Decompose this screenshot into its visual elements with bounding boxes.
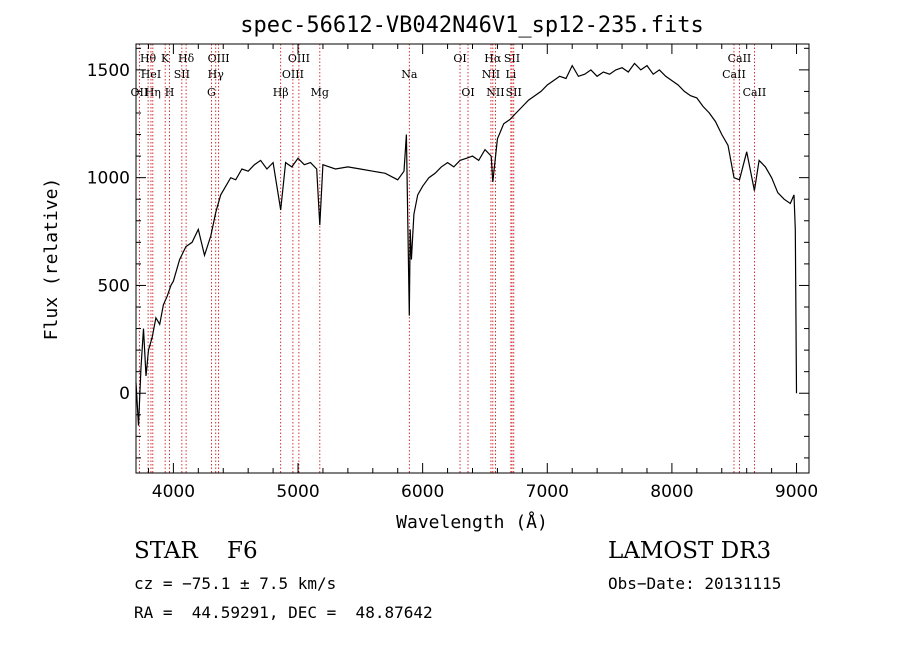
spectrum-line bbox=[135, 62, 798, 426]
y-axis-label: Flux (relative) bbox=[41, 178, 62, 341]
line-label-2: HeI bbox=[141, 68, 161, 81]
line-label-23: SII bbox=[506, 86, 522, 99]
chart-title: spec-56612-VB042N46V1_sp12-235.fits bbox=[240, 13, 704, 38]
line-label-12: OIII bbox=[288, 52, 310, 65]
y-tick-label: 500 bbox=[98, 276, 130, 296]
x-tick-label: 7000 bbox=[526, 482, 569, 502]
line-label-11: Hβ bbox=[273, 86, 289, 99]
x-tick-label: 9000 bbox=[775, 482, 818, 502]
line-label-3: Hη bbox=[145, 86, 161, 99]
x-tick-label: 4000 bbox=[152, 482, 195, 502]
line-label-6: SII bbox=[174, 68, 190, 81]
line-label-4: K bbox=[161, 52, 170, 65]
y-tick-label: 1000 bbox=[87, 169, 130, 189]
line-label-26: CaII bbox=[743, 86, 767, 99]
line-label-8: OIII bbox=[208, 52, 230, 65]
x-tick-label: 8000 bbox=[650, 482, 693, 502]
line-label-9: Hγ bbox=[208, 68, 225, 81]
y-tick-label: 1500 bbox=[87, 61, 130, 81]
line-label-22: Li bbox=[505, 68, 516, 81]
line-label-18: Hα bbox=[484, 52, 502, 65]
line-label-5: H bbox=[165, 86, 175, 99]
redshift-velocity: cz = −75.1 ± 7.5 km/s bbox=[134, 574, 337, 593]
line-label-24: CaII bbox=[728, 52, 752, 65]
emission-line-markers: Hθ OII HeI Hη K H SII Hδ OIII Hγ G Hβ OIII OIII Mg Na OI… bbox=[131, 44, 767, 473]
line-label-10: G bbox=[207, 86, 216, 99]
line-label-15: Na bbox=[401, 68, 418, 81]
x-tick-label: 6000 bbox=[401, 482, 444, 502]
line-label-17: OI bbox=[461, 86, 474, 99]
line-label-16: OI bbox=[453, 52, 466, 65]
observation-date: Obs−Date: 20131115 bbox=[608, 574, 782, 593]
line-label-7: Hδ bbox=[178, 52, 195, 65]
survey-name: LAMOST DR3 bbox=[608, 538, 772, 564]
object-class: STAR F6 bbox=[134, 538, 258, 564]
line-label-19: NII bbox=[482, 68, 500, 81]
line-label-0: Hθ bbox=[140, 52, 157, 65]
x-tick-label: 5000 bbox=[276, 482, 319, 502]
y-tick-label: 0 bbox=[119, 384, 130, 404]
x-axis-ticks: 4000 5000 6000 7000 8000 9000 bbox=[147, 44, 818, 502]
y-axis-ticks: 0 500 1000 1500 bbox=[87, 47, 809, 459]
coordinates: RA = 44.59291, DEC = 48.87642 bbox=[134, 603, 433, 622]
line-label-20: NII bbox=[486, 86, 504, 99]
line-label-25: CaII bbox=[722, 68, 746, 81]
spectrum-chart: spec-56612-VB042N46V1_sp12-235.fits Hθ OI… bbox=[41, 13, 818, 533]
line-label-21: SII bbox=[504, 52, 520, 65]
x-axis-label: Wavelength (Å) bbox=[396, 511, 548, 533]
line-label-1: OII bbox=[131, 86, 149, 99]
plot-frame bbox=[135, 43, 810, 474]
line-label-13: OIII bbox=[282, 68, 304, 81]
line-label-14: Mg bbox=[311, 86, 329, 99]
